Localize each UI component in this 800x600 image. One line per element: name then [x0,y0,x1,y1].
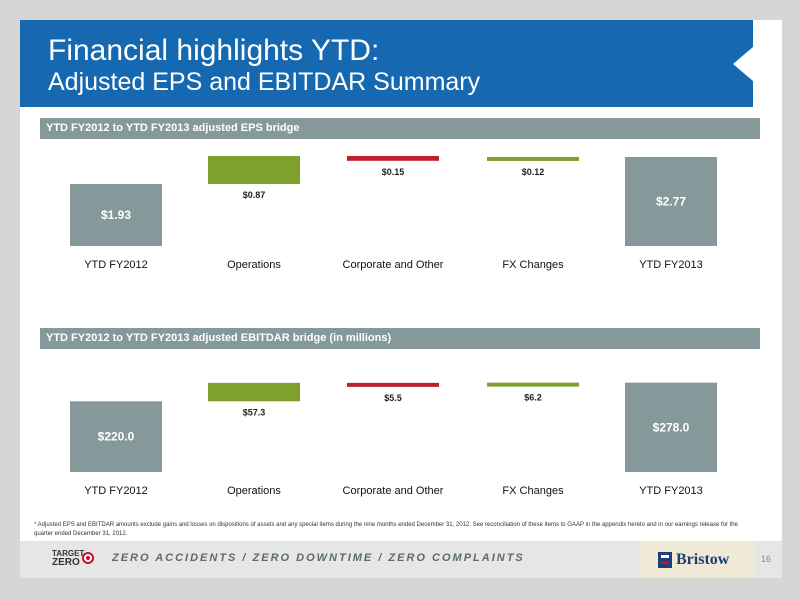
page-subtitle: Adjusted EPS and EBITDAR Summary [48,68,481,96]
bar-operations [208,156,300,184]
data-label: $1.93 [101,208,131,222]
data-label: $6.2 [524,393,542,403]
chevron-left-icon [733,47,753,81]
bar-corporate-and-other [347,382,439,387]
data-label: $0.87 [243,190,266,200]
bar-ytd-fy2013 [625,156,717,246]
eps-bridge-chart: $1.93 YTD FY2012 $0.87 Operations $0.15 Corpo… [20,146,782,276]
data-label: $220.0 [98,430,135,444]
data-label: $57.3 [243,407,266,417]
bristow-wordmark: Bristow [676,551,730,568]
footer: TARGET ZERO ZERO ACCIDENTS / ZERO DOWNTI… [20,541,782,578]
category-label: Operations [227,485,281,497]
target-zero-logo: TARGET ZERO [52,547,98,571]
bar-fx-changes [487,382,579,387]
bar-ytd-fy2012 [70,183,162,246]
page-title: Financial highlights YTD: [48,34,380,67]
category-label: YTD FY2013 [639,485,703,497]
page-number: 16 [761,554,772,564]
bar-operations [208,382,300,402]
target-icon [82,552,94,564]
data-label: $2.77 [656,194,686,208]
bar-fx-changes [487,156,579,161]
bar-corporate-and-other [347,156,439,161]
title-banner: Financial highlights YTD: Adjusted EPS a… [20,20,753,107]
category-label: YTD FY2012 [84,259,148,271]
ebitdar-bridge-chart: $220.0 YTD FY2012 $57.3 Operations $5.5 Corpo… [20,372,782,502]
category-label: Operations [227,259,281,271]
bristow-mark-icon [658,552,672,568]
bar-ytd-fy2012 [70,401,162,472]
category-label: YTD FY2012 [84,485,148,497]
data-label: $0.12 [522,167,545,177]
category-label: Corporate and Other [343,485,444,497]
category-label: FX Changes [502,259,564,271]
logo-text-zero: ZERO [52,557,80,568]
bar-ytd-fy2013 [625,382,717,472]
slide: Financial highlights YTD: Adjusted EPS a… [20,20,782,578]
logo-text-target: TARGET [52,549,85,558]
eps-section-title: YTD FY2012 to YTD FY2013 adjusted EPS br… [40,118,760,139]
ebitdar-bridge-svg: $220.0 YTD FY2012 $57.3 Operations $5.5 Corpo… [70,382,717,497]
eps-bridge-svg: $1.93 YTD FY2012 $0.87 Operations $0.15 Corpo… [70,156,717,271]
data-label: $0.15 [382,167,405,177]
data-label: $278.0 [653,420,690,434]
category-label: FX Changes [502,485,564,497]
ebitdar-section-title: YTD FY2012 to YTD FY2013 adjusted EBITDA… [40,328,760,349]
category-label: Corporate and Other [343,259,444,271]
bristow-logo: Bristow [640,541,754,578]
category-label: YTD FY2013 [639,259,703,271]
safety-slogan: ZERO ACCIDENTS / ZERO DOWNTIME / ZERO CO… [112,552,525,564]
footnote: * Adjusted EPS and EBITDAR amounts exclu… [34,522,738,537]
data-label: $5.5 [384,393,402,403]
